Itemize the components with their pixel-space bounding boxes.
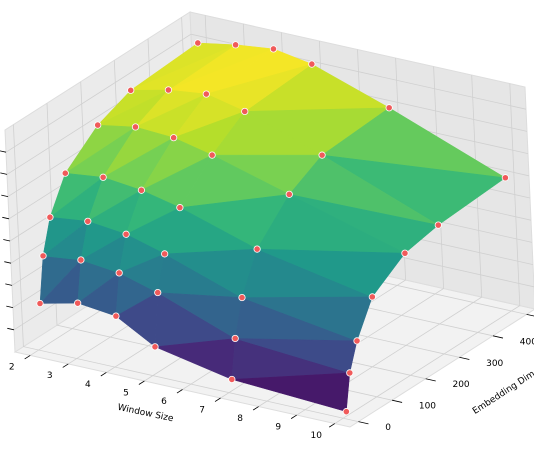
x-tick-label: 10 [311,431,323,441]
x-tick-label: 9 [275,422,281,432]
x-tick-label: 5 [123,388,129,398]
data-point [228,375,236,384]
surface-facet [241,296,373,342]
y-tick [459,356,470,360]
data-point [161,250,169,258]
grid-line [13,124,359,422]
data-point [61,169,69,177]
y-tick-label: 300 [486,359,503,369]
x-tick-label: 3 [47,371,53,381]
data-point [501,174,509,182]
z-tick [2,216,10,220]
data-point [112,312,120,320]
grid-line [5,33,527,153]
data-point [434,221,442,229]
z-tick [3,239,11,242]
data-point [46,213,54,221]
x-tick [252,406,259,411]
y-tick [425,378,436,382]
data-point [285,190,293,198]
data-point [77,256,85,264]
y-tick-label: 100 [419,402,436,412]
z-tick [5,283,13,286]
surface-facet [235,338,358,374]
data-point [170,134,178,142]
data-point [208,151,216,159]
data-point [385,104,393,112]
z-tick [6,305,14,308]
surface-facet [231,372,351,412]
data-point [308,60,316,68]
data-point [401,249,409,257]
x-tick [100,372,107,377]
data-point [194,39,202,47]
z-tick [1,194,9,197]
y-tick [358,421,369,425]
z-tick [7,327,15,331]
data-point [127,86,135,94]
grid-line [334,83,521,424]
surface-facet [257,248,406,298]
data-point [99,173,107,181]
data-point [176,204,184,212]
x-tick [329,423,335,428]
data-point [342,408,350,416]
data-point [74,299,82,307]
y-tick [492,335,504,339]
data-point [115,269,123,277]
data-point [137,186,146,194]
data-point [39,252,47,260]
x-tick-label: 8 [237,414,243,424]
y-tick-label: 0 [385,423,391,433]
data-point [238,293,246,302]
data-point [353,337,361,345]
x-tick-label: 7 [199,405,205,415]
data-point [84,217,92,225]
x-tick [24,355,31,360]
data-point [318,151,326,159]
data-point [231,41,240,49]
x-tick [62,363,69,368]
x-tick [176,389,183,394]
x-tick-label: 6 [161,397,167,407]
x-tick [138,380,145,385]
data-point [154,288,162,297]
data-point [122,230,130,238]
data-point [241,107,249,116]
z-tick [0,150,7,153]
y-tick-label: 200 [452,380,469,390]
data-point [253,245,261,253]
data-point [346,369,354,377]
data-point [164,86,173,94]
data-point [94,121,102,129]
y-tick-label: 400 [520,337,534,347]
data-point [269,45,278,53]
z-tick [0,172,8,175]
y-tick [391,399,403,403]
z-tick [4,261,12,264]
data-point [231,334,239,343]
data-point [151,343,159,351]
data-point [131,123,140,131]
x-tick [214,397,221,402]
data-point [368,293,376,301]
data-point [202,90,210,98]
grid-line [296,75,483,416]
data-point [36,299,44,308]
x-tick-label: 4 [85,380,91,390]
y-tick [526,313,534,317]
x-tick [290,414,297,419]
x-tick-label: 2 [9,363,15,373]
